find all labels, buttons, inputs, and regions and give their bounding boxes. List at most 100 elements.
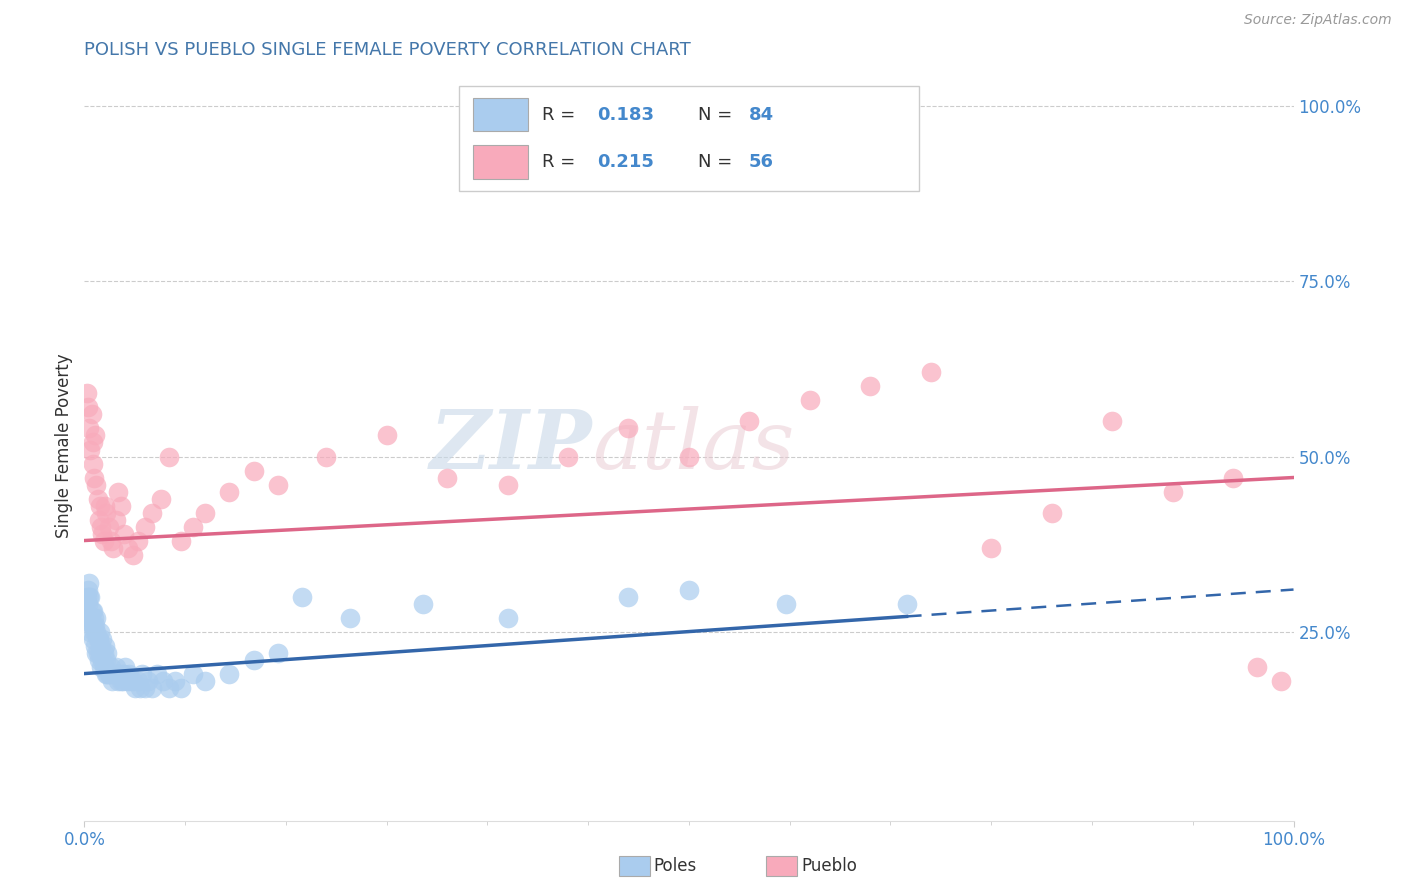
Point bbox=[980, 541, 1002, 555]
Point bbox=[77, 575, 100, 590]
Point bbox=[76, 386, 98, 401]
Point bbox=[114, 659, 136, 673]
Point bbox=[86, 646, 108, 660]
Point bbox=[127, 673, 149, 688]
Point bbox=[89, 646, 111, 660]
Point bbox=[89, 499, 111, 513]
Point bbox=[678, 582, 700, 597]
Point bbox=[84, 639, 107, 653]
Point bbox=[157, 450, 180, 464]
Point bbox=[678, 450, 700, 464]
Point bbox=[315, 450, 337, 464]
Point bbox=[138, 673, 160, 688]
Point bbox=[267, 477, 290, 491]
Point bbox=[557, 450, 579, 464]
Point bbox=[194, 506, 217, 520]
Point bbox=[1270, 673, 1292, 688]
Point bbox=[1222, 470, 1244, 484]
Point bbox=[291, 590, 314, 604]
Point bbox=[242, 463, 264, 477]
Point bbox=[77, 401, 100, 415]
Point bbox=[118, 666, 141, 681]
Point bbox=[920, 366, 942, 380]
Point bbox=[1101, 415, 1123, 429]
Point bbox=[218, 484, 240, 499]
Point bbox=[91, 526, 114, 541]
Point bbox=[83, 624, 105, 639]
Point bbox=[120, 673, 142, 688]
Point bbox=[79, 442, 101, 457]
Point bbox=[115, 673, 138, 688]
Point bbox=[93, 646, 115, 660]
Point bbox=[77, 610, 100, 624]
Point bbox=[83, 470, 105, 484]
Point bbox=[436, 470, 458, 484]
Point bbox=[896, 597, 918, 611]
Point bbox=[141, 506, 163, 520]
Point bbox=[75, 603, 97, 617]
Point bbox=[94, 666, 117, 681]
Point bbox=[170, 533, 193, 548]
Point bbox=[107, 673, 129, 688]
Point bbox=[496, 477, 519, 491]
Point bbox=[157, 681, 180, 695]
Point bbox=[375, 428, 398, 442]
Point bbox=[94, 652, 117, 666]
Point bbox=[149, 491, 172, 506]
Point bbox=[82, 435, 104, 450]
Point bbox=[117, 541, 139, 555]
Point bbox=[181, 666, 204, 681]
Point bbox=[242, 652, 264, 666]
Point bbox=[96, 646, 118, 660]
Point bbox=[82, 632, 104, 646]
Point bbox=[104, 666, 127, 681]
Point bbox=[77, 421, 100, 435]
Point bbox=[170, 681, 193, 695]
Point bbox=[110, 499, 132, 513]
Point bbox=[1040, 506, 1063, 520]
Text: atlas: atlas bbox=[592, 406, 794, 486]
Point bbox=[104, 659, 127, 673]
Point bbox=[131, 666, 153, 681]
Point bbox=[82, 603, 104, 617]
Point bbox=[1161, 484, 1184, 499]
Point bbox=[112, 526, 135, 541]
Point bbox=[86, 477, 108, 491]
Point bbox=[93, 533, 115, 548]
Point bbox=[86, 610, 108, 624]
Point bbox=[134, 681, 156, 695]
Point bbox=[124, 681, 146, 695]
Point bbox=[101, 673, 124, 688]
Point bbox=[103, 541, 125, 555]
Text: Source: ZipAtlas.com: Source: ZipAtlas.com bbox=[1244, 13, 1392, 28]
Point bbox=[87, 632, 110, 646]
Point bbox=[79, 590, 101, 604]
Point bbox=[111, 666, 134, 681]
Point bbox=[165, 673, 187, 688]
Point bbox=[82, 617, 104, 632]
Point bbox=[77, 582, 100, 597]
Point bbox=[84, 617, 107, 632]
Point bbox=[127, 533, 149, 548]
Point bbox=[90, 639, 112, 653]
Point bbox=[77, 590, 100, 604]
Point bbox=[82, 457, 104, 471]
Point bbox=[86, 632, 108, 646]
Point bbox=[96, 666, 118, 681]
Point bbox=[107, 484, 129, 499]
Point bbox=[496, 610, 519, 624]
Point bbox=[98, 666, 121, 681]
Point bbox=[84, 428, 107, 442]
Point bbox=[76, 590, 98, 604]
Point bbox=[100, 659, 122, 673]
Point bbox=[86, 646, 108, 660]
Point bbox=[91, 652, 114, 666]
Y-axis label: Single Female Poverty: Single Female Poverty bbox=[55, 354, 73, 538]
Point bbox=[104, 512, 127, 526]
Point bbox=[83, 610, 105, 624]
Point bbox=[121, 673, 143, 688]
Point bbox=[121, 548, 143, 562]
Point bbox=[80, 617, 103, 632]
Point bbox=[77, 597, 100, 611]
Point bbox=[617, 590, 640, 604]
